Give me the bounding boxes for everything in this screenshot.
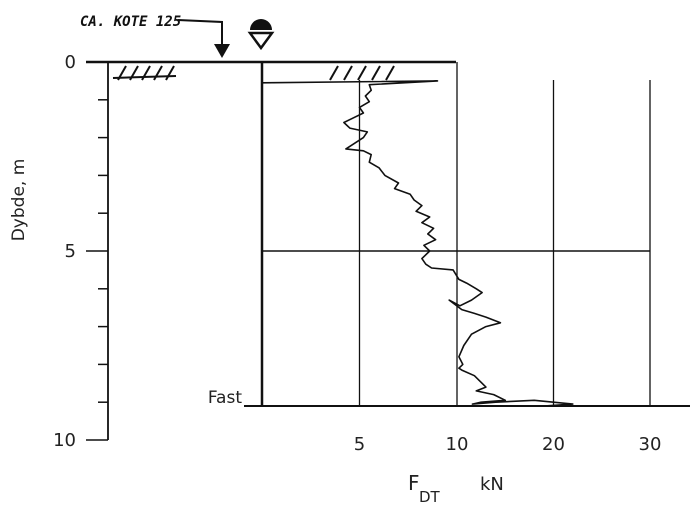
x-axis-label-main: F [408, 471, 420, 495]
level-annotation: CA. KOTE 125 [80, 14, 181, 30]
x-axis-label-unit: kN [480, 474, 504, 495]
grid-lines [358, 62, 651, 406]
sounding-curve [261, 80, 650, 407]
y-tick-label: 0 [65, 52, 76, 73]
x-tick-label: 20 [542, 434, 565, 455]
y-axis-label: Dybde, m [9, 159, 29, 242]
ground-hatch-right [329, 65, 395, 81]
annotation-arrowhead [214, 44, 230, 58]
y-ticks: 0 5 10 [53, 52, 108, 451]
x-tick-label: 10 [446, 434, 469, 455]
water-level-marker-icon [247, 19, 275, 51]
fast-label: Fast [208, 388, 242, 408]
x-tick-label: 5 [354, 434, 365, 455]
x-axis-label-sub: DT [419, 488, 441, 506]
x-tick-labels: 5 10 20 30 [354, 434, 662, 455]
y-tick-label: 5 [65, 241, 76, 262]
ground-hatch-left [112, 65, 177, 81]
x-tick-label: 30 [639, 434, 662, 455]
y-tick-label: 10 [53, 430, 76, 451]
annotation-arrow [177, 19, 223, 52]
